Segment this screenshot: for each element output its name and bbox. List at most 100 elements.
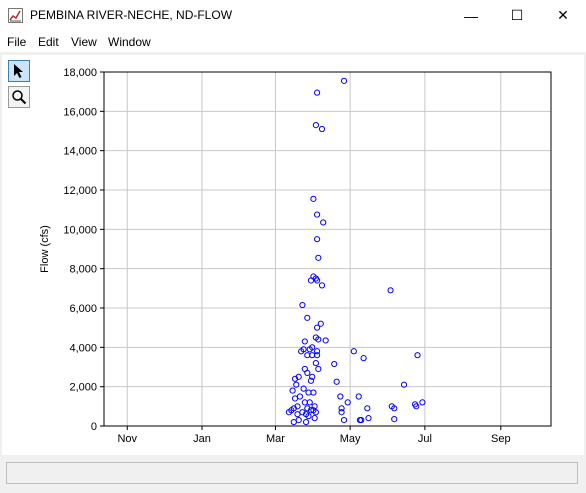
data-point xyxy=(310,389,317,396)
data-point xyxy=(419,399,426,406)
data-point xyxy=(296,393,304,400)
data-point xyxy=(315,365,322,373)
data-point xyxy=(364,405,371,412)
data-point xyxy=(318,125,326,133)
y-axis: 0 2,000 4,000 6,000 8,000 10,000 12,000 14,000 1… xyxy=(63,67,104,433)
menu-edit[interactable]: Edit xyxy=(38,35,59,49)
data-point xyxy=(300,346,307,353)
data-point xyxy=(312,359,319,367)
y-tick-label: 8,000 xyxy=(69,264,97,276)
data-point xyxy=(313,236,321,243)
data-point xyxy=(391,416,398,423)
minimize-button[interactable]: — xyxy=(448,0,494,31)
data-point xyxy=(358,417,365,424)
flow-chart[interactable]: 0 2,000 4,000 6,000 8,000 10,000 12,000 14,000 1… xyxy=(36,55,584,455)
y-tick-label: 18,000 xyxy=(63,67,97,79)
data-point xyxy=(301,338,308,345)
data-point xyxy=(317,320,324,327)
data-point xyxy=(313,348,321,355)
menu-view[interactable]: View xyxy=(71,35,97,49)
data-point xyxy=(309,344,316,351)
data-point xyxy=(310,195,317,202)
y-tick-label: 16,000 xyxy=(63,106,97,118)
maximize-icon: ☐ xyxy=(510,7,524,23)
pointer-icon xyxy=(14,64,23,78)
plot-frame xyxy=(103,71,552,427)
data-point xyxy=(391,405,398,412)
data-point xyxy=(306,399,313,406)
window-title: PEMBINA RIVER-NECHE, ND-FLOW xyxy=(30,8,233,22)
data-point xyxy=(322,337,329,344)
y-tick-label: 12,000 xyxy=(63,185,97,197)
data-point xyxy=(340,417,348,424)
data-point xyxy=(304,314,311,321)
y-tick-label: 10,000 xyxy=(63,224,97,236)
data-point xyxy=(338,405,345,412)
data-point xyxy=(344,399,351,406)
menu-window[interactable]: Window xyxy=(108,35,151,49)
y-tick-label: 14,000 xyxy=(63,146,97,158)
data-point xyxy=(340,77,348,84)
data-point xyxy=(289,387,296,394)
plot-area: 0 2,000 4,000 6,000 8,000 10,000 12,000 14,000 1… xyxy=(36,55,584,455)
data-point xyxy=(414,352,421,359)
data-point xyxy=(315,336,322,343)
data-point xyxy=(305,413,312,420)
zoom-icon xyxy=(12,90,27,105)
menu-bar: File Edit View Window xyxy=(0,31,586,52)
data-point xyxy=(313,211,321,218)
data-point xyxy=(333,378,340,385)
chart-app-icon xyxy=(8,8,23,23)
menu-file[interactable]: File xyxy=(7,35,27,49)
data-point xyxy=(313,277,321,284)
y-tick-label: 2,000 xyxy=(69,382,97,394)
x-tick-label: Sep xyxy=(491,433,511,445)
data-point xyxy=(311,415,318,422)
data-point xyxy=(309,373,316,380)
data-point xyxy=(350,348,357,355)
data-point xyxy=(299,301,306,309)
data-point xyxy=(311,403,318,410)
data-point xyxy=(313,89,321,96)
y-axis-label: Flow (cfs) xyxy=(39,225,51,273)
zoom-tool-button[interactable] xyxy=(8,86,30,108)
data-point xyxy=(320,219,327,226)
maximize-button[interactable]: ☐ xyxy=(494,0,540,31)
x-tick-label: Mar xyxy=(266,433,285,445)
title-bar: PEMBINA RIVER-NECHE, ND-FLOW — ☐ ✕ xyxy=(0,0,586,31)
tool-strip xyxy=(2,55,37,455)
data-point xyxy=(312,409,319,416)
data-point xyxy=(295,417,302,424)
data-point xyxy=(365,415,372,422)
data-point xyxy=(360,355,367,362)
data-point xyxy=(318,282,326,289)
close-icon: ✕ xyxy=(557,7,569,23)
data-point xyxy=(387,287,394,294)
x-tick-label: May xyxy=(340,433,361,445)
pointer-tool-button[interactable] xyxy=(8,60,30,82)
status-bar xyxy=(6,462,578,484)
data-point xyxy=(293,381,300,388)
y-tick-label: 4,000 xyxy=(69,342,97,354)
x-tick-label: Jul xyxy=(418,433,432,445)
grid-lines xyxy=(104,72,551,426)
y-tick-label: 6,000 xyxy=(69,303,97,315)
data-point xyxy=(307,377,315,384)
minimize-icon: — xyxy=(464,7,478,24)
data-point xyxy=(315,254,322,261)
data-point xyxy=(313,324,321,331)
data-point xyxy=(300,385,307,392)
data-point xyxy=(312,122,319,129)
data-points xyxy=(285,77,426,426)
data-point xyxy=(295,373,302,380)
x-tick-label: Jan xyxy=(193,433,211,445)
data-point xyxy=(413,403,420,410)
y-tick-label: 0 xyxy=(91,421,97,433)
data-point xyxy=(304,369,311,376)
data-point xyxy=(302,418,310,426)
data-point xyxy=(337,393,344,400)
close-button[interactable]: ✕ xyxy=(540,0,586,31)
x-tick-label: Nov xyxy=(117,433,137,445)
data-point xyxy=(331,360,338,368)
data-point xyxy=(338,409,345,416)
